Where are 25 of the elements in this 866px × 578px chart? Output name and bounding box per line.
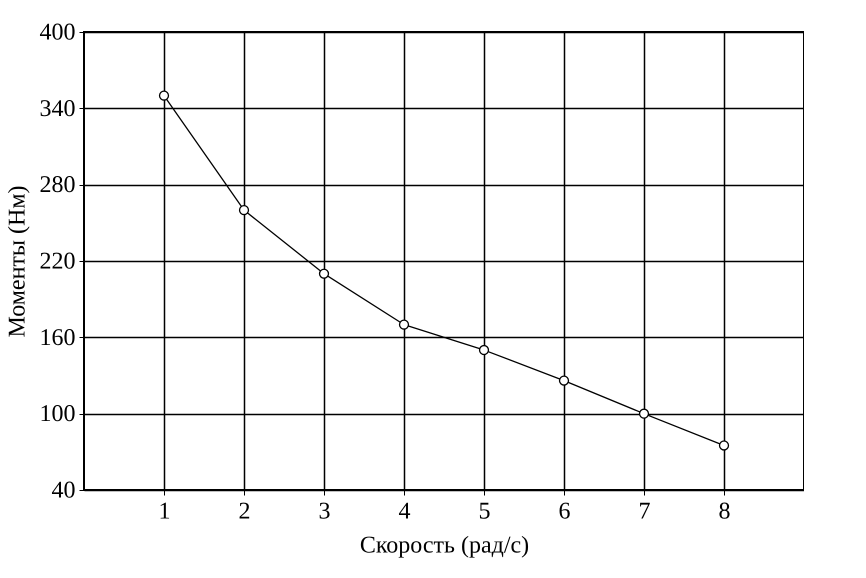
y-tick-label: 400: [40, 20, 76, 46]
y-tick-label: 340: [40, 96, 76, 122]
point: [398, 320, 410, 330]
y-tick-label: 280: [40, 172, 76, 198]
x-tick-label: 4: [398, 498, 410, 524]
y-axis-title: Моменты (Нм): [4, 185, 30, 338]
y-tick-label: 220: [40, 248, 76, 274]
x-tick-label: 2: [238, 498, 250, 524]
x-tick-label: 6: [558, 498, 570, 524]
point: [558, 375, 570, 386]
y-tick-label: 100: [40, 401, 76, 428]
x-tick-label: 8: [718, 498, 730, 524]
point: [238, 205, 250, 216]
point: [318, 268, 330, 279]
x-tick-label: 5: [478, 498, 490, 524]
x-tick-label: 7: [638, 498, 650, 524]
x-tick-label: 1: [158, 498, 170, 524]
point: [638, 408, 650, 419]
y-tick-label: 160: [40, 324, 76, 351]
x-axis-title: Скорость (рад/с): [360, 532, 530, 558]
point: [478, 344, 490, 356]
point: [158, 90, 170, 101]
x-tick-label: 3: [318, 498, 330, 524]
y-tick-label: 40: [52, 478, 76, 504]
point: [718, 440, 730, 451]
